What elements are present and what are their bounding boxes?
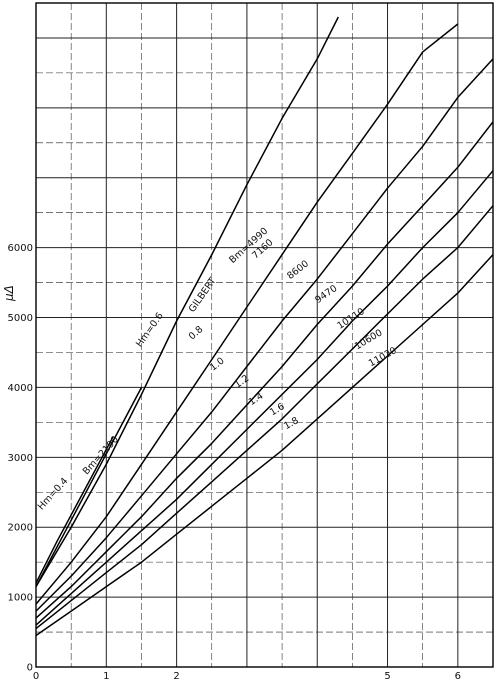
series-line-1-8 (35, 254, 494, 637)
y-tick-label: 0 (27, 663, 33, 674)
y-tick-label: 4000 (8, 383, 33, 394)
series-line-0-8 (35, 23, 459, 605)
x-tick-label: 6 (455, 671, 461, 681)
y-tick-label: 1000 (8, 593, 33, 604)
y-tick-label: 3000 (8, 453, 33, 464)
series-group (35, 16, 494, 637)
series-line-1-6 (35, 205, 494, 630)
x-tick-label: 5 (384, 671, 390, 681)
grid (36, 3, 493, 667)
series-line-1-4 (35, 170, 494, 626)
y-tick-label: 5000 (8, 313, 33, 324)
y-tick-label: 2000 (8, 523, 33, 534)
y-axis-title: μΔ (2, 285, 16, 302)
plot-frame (35, 2, 494, 668)
x-tick-label: 2 (173, 671, 179, 681)
y-tick-label: 6000 (8, 243, 33, 254)
x-tick-label: 1 (103, 671, 109, 681)
series-line-hm-0-6 (35, 387, 143, 587)
series-line-1-0 (35, 58, 494, 612)
x-tick-label: 0 (33, 671, 39, 681)
series-line-1-2 (35, 121, 494, 619)
series-line-bm-4990 (35, 16, 339, 587)
plot-border (35, 2, 494, 668)
series-line-hm-0-4 (35, 435, 114, 584)
tick-labels: 0 1 2 5 6 0 1000 2000 3000 4000 5000 6000 (8, 243, 461, 681)
